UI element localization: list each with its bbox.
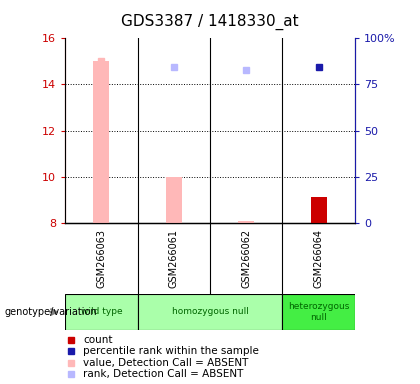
Text: GSM266064: GSM266064 [314,229,324,288]
Bar [138,294,282,330]
Text: count: count [83,335,113,345]
Text: GSM266062: GSM266062 [241,229,251,288]
Text: wild type: wild type [81,308,122,316]
Text: rank, Detection Call = ABSENT: rank, Detection Call = ABSENT [83,369,243,379]
Text: value, Detection Call = ABSENT: value, Detection Call = ABSENT [83,358,248,368]
Text: heterozygous
null: heterozygous null [288,302,349,322]
Bar [166,177,182,223]
Text: GSM266061: GSM266061 [169,229,179,288]
Text: genotype/variation: genotype/variation [4,307,97,317]
Text: percentile rank within the sample: percentile rank within the sample [83,346,259,356]
Bar [282,294,355,330]
Text: GSM266063: GSM266063 [96,229,106,288]
Bar [93,61,109,223]
Text: homozygous null: homozygous null [171,308,249,316]
Bar [65,294,138,330]
Bar [238,221,254,223]
Bar [311,197,327,223]
Text: GDS3387 / 1418330_at: GDS3387 / 1418330_at [121,13,299,30]
